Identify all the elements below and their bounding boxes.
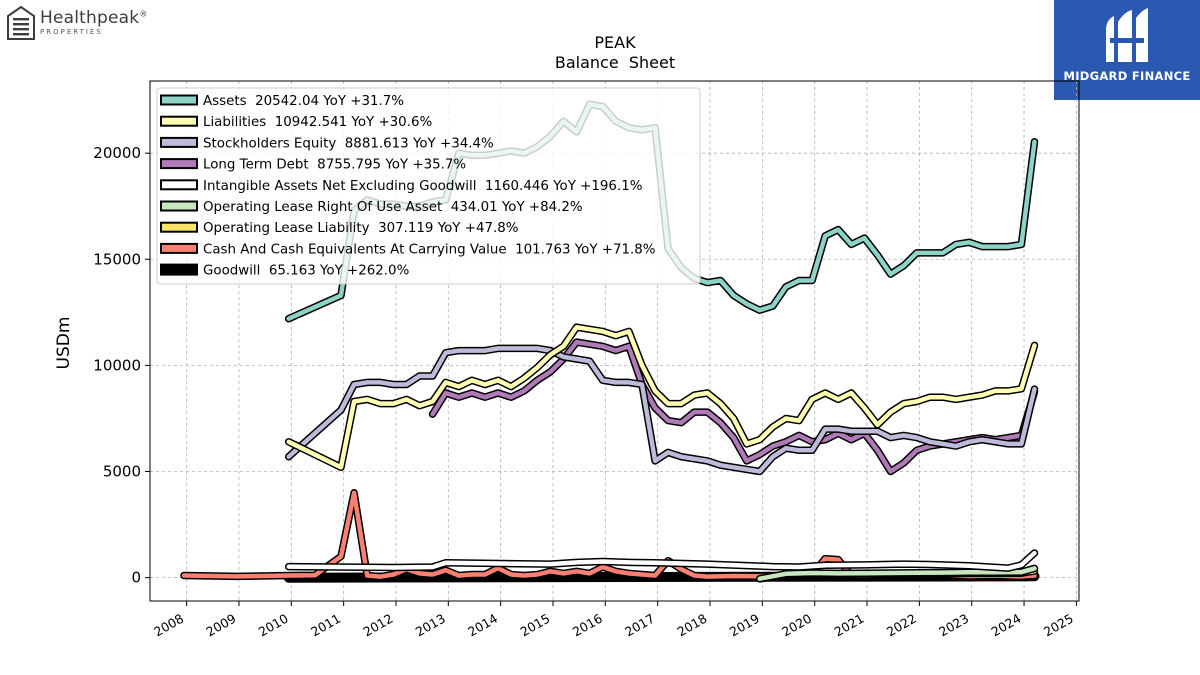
legend-entry: Assets 20542.04 YoY +31.7%: [203, 94, 404, 109]
plot-frame: [149, 80, 1080, 602]
legend-swatch: [160, 200, 198, 212]
brand-subtitle: PROPERTIES: [40, 28, 103, 36]
chart-title: PEAK: [594, 33, 636, 52]
legend-swatch: [160, 136, 198, 148]
x-tick-label: 2016: [570, 611, 605, 640]
legend-entry: Operating Lease Right Of Use Asset 434.0…: [203, 200, 583, 215]
legend-entry: Cash And Cash Equivalents At Carrying Va…: [203, 242, 656, 257]
legend-entry: Goodwill 65.163 YoY +262.0%: [203, 264, 409, 279]
x-tick-label: 2024: [988, 611, 1023, 640]
series-line: [286, 324, 1037, 470]
series-line: [430, 339, 1037, 474]
x-tick-label: 2015: [517, 611, 552, 640]
y-tick-label: 15000: [93, 250, 141, 268]
series-line: [286, 550, 1037, 571]
legend-entry: Stockholders Equity 8881.613 YoY +34.4%: [203, 136, 494, 151]
x-tick-label: 2020: [779, 611, 814, 640]
x-tick-label: 2018: [674, 611, 709, 640]
chart-subtitle: Balance Sheet: [555, 53, 675, 72]
x-tick-label: 2008: [151, 611, 186, 640]
y-tick-label: 5000: [103, 463, 141, 481]
midgard-emblem-icon: [1106, 8, 1148, 62]
legend-swatch: [160, 242, 198, 254]
legend-swatch: [160, 221, 198, 233]
series-stockholders-equity: [284, 344, 1039, 476]
x-tick-label: 2025: [1041, 611, 1076, 640]
y-tick-label: 20000: [93, 144, 141, 162]
x-tick-label: 2013: [413, 611, 448, 640]
legend-swatch: [160, 94, 198, 106]
brand-name: Healthpeak: [40, 8, 140, 28]
series-line: [757, 566, 1037, 581]
x-tick-label: 2010: [256, 611, 291, 640]
x-tick-label: 2012: [360, 611, 395, 640]
legend-entry: Operating Lease Liability 307.119 YoY +4…: [203, 221, 519, 236]
series-outline: [428, 338, 1039, 476]
series-liabilities: [284, 323, 1039, 472]
x-tick-label: 2011: [308, 611, 343, 640]
x-tick-label: 2009: [203, 611, 238, 640]
building-icon: [7, 6, 35, 40]
series-line: [286, 346, 1037, 474]
healthpeak-logo: Healthpeak® PROPERTIES: [6, 6, 148, 40]
legend-entry: Intangible Assets Net Excluding Goodwill…: [203, 179, 642, 194]
midgard-finance-logo: MIDGARD FINANCE: [1054, 0, 1200, 100]
series-operating-lease-right-of-use-asset: [755, 564, 1039, 583]
y-axis-label: USDm: [54, 317, 74, 370]
legend-box: [156, 87, 701, 285]
legend-swatch: [160, 115, 198, 127]
x-tick-label: 2017: [622, 611, 657, 640]
legend-swatch: [160, 179, 198, 191]
series-long-term-debt: [428, 338, 1039, 476]
x-tick-label: 2023: [936, 611, 971, 640]
x-tick-label: 2021: [831, 611, 866, 640]
registered-mark: ®: [139, 9, 148, 19]
legend-entry: Long Term Debt 8755.795 YoY +35.7%: [203, 158, 466, 173]
legend-swatch: [160, 263, 198, 276]
x-tick-label: 2022: [884, 611, 919, 640]
x-tick-label: 2014: [465, 611, 500, 640]
legend-entry: Liabilities 10942.541 YoY +30.6%: [203, 115, 432, 130]
y-tick-label: 10000: [93, 356, 141, 374]
midgard-brand-name: MIDGARD FINANCE: [1063, 69, 1191, 83]
legend: Assets 20542.04 YoY +31.7% Liabilities 10…: [156, 87, 701, 285]
y-tick-label: 0: [131, 569, 141, 587]
series-intangible-assets-net-excluding-goodwill: [284, 549, 1039, 572]
legend-swatch: [160, 158, 198, 170]
x-tick-label: 2019: [727, 611, 762, 640]
